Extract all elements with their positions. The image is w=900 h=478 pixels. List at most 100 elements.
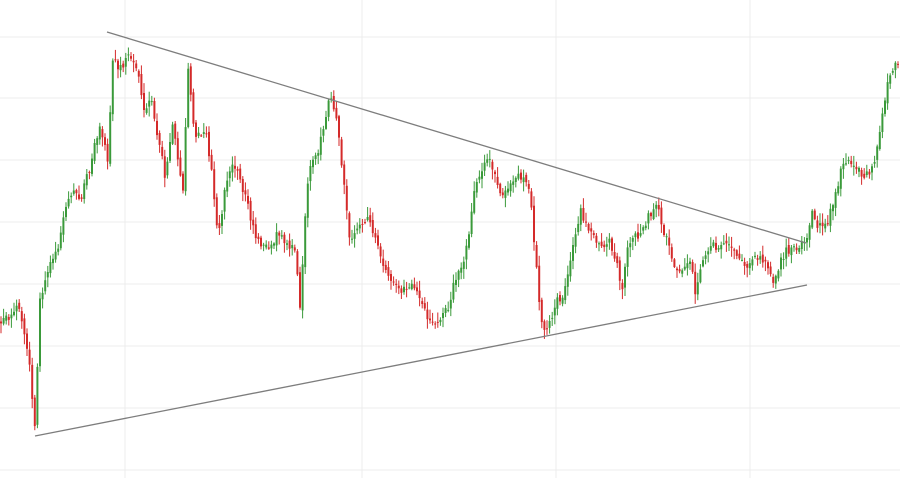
candle-body [150,101,153,103]
candle-body [821,222,824,227]
candle-body [837,186,840,194]
candle-body [709,246,712,251]
candle-body [130,56,132,59]
candle-body [559,295,561,302]
candle-body [712,242,715,247]
candle-body [405,288,408,290]
candle-body [306,183,309,218]
candle-body [683,266,686,270]
candle-body [364,222,366,224]
candle-body [15,305,18,312]
candle-body [733,249,736,251]
candle-body [676,268,678,271]
candle-body [564,286,567,301]
candle-body [348,213,351,238]
candle-body [616,256,619,264]
candle-body [871,166,873,173]
candle-body [104,137,106,145]
candle-body [291,245,294,249]
candle-body [338,116,340,138]
candle-body [0,321,2,324]
candle-body [715,242,717,250]
candle-body [26,333,28,349]
candle-body [865,171,868,175]
candle-body [252,219,255,226]
candle-body [195,122,197,137]
candle-body [85,174,88,186]
candle-body [49,262,52,274]
candle-body [509,183,512,192]
candle-body [569,260,572,277]
candle-body [691,262,694,272]
candle-body [782,259,785,260]
candle-body [496,176,499,185]
candle-body [275,232,278,246]
candle-body [850,160,853,165]
candle-body [260,237,262,247]
candle-body [605,244,608,247]
candle-body [325,117,327,129]
candle-body [852,165,855,167]
candle-body [668,237,671,246]
candle-body [390,274,392,281]
candle-body [59,232,62,249]
candle-body [353,233,356,239]
candle-body [556,297,559,309]
candle-body [124,58,127,67]
candle-body [202,132,205,134]
candle-body [553,307,556,316]
candle-body [106,143,109,162]
candle-body [241,179,244,192]
candle-body [319,136,322,155]
candle-body [429,318,431,321]
candle-body [75,190,78,194]
candle-body [421,301,424,304]
candle-body [143,93,145,110]
candle-body [475,182,478,193]
candle-body [449,299,452,309]
candle-body [876,146,879,160]
candle-body [5,315,8,321]
candle-body [387,267,390,276]
candle-body [738,253,741,259]
candle-body [444,308,447,313]
candle-body [600,241,603,247]
candle-body [65,206,67,218]
candle-body [163,156,166,178]
candle-body [267,247,270,249]
candle-body [171,124,174,144]
candle-body [377,235,379,246]
candlestick-series [0,47,899,431]
candle-body [148,100,151,107]
candle-body [72,190,75,194]
candle-body [62,217,65,235]
candle-body [538,265,541,302]
candle-body [145,108,148,113]
candle-body [314,155,317,159]
candle-body [436,321,439,323]
candle-body [608,238,611,243]
candle-body [382,258,385,266]
candle-body [488,158,491,160]
candle-body [839,168,842,189]
candle-body [808,225,811,240]
candle-body [621,282,624,290]
candle-body [754,255,756,257]
candle-body [741,259,743,261]
candle-body [811,210,814,228]
candle-body [592,233,595,235]
candle-body [644,225,647,229]
candle-body [343,164,346,185]
candle-body [551,317,554,319]
candle-body [361,224,364,225]
candle-body [257,236,260,239]
candle-body [400,288,403,293]
candle-body [270,244,273,249]
candle-body [91,158,93,174]
candle-body [746,264,749,268]
candle-body [725,240,728,244]
candle-body [785,247,788,259]
candle-body [384,264,387,270]
candle-body [642,227,645,231]
candle-body [33,397,36,427]
